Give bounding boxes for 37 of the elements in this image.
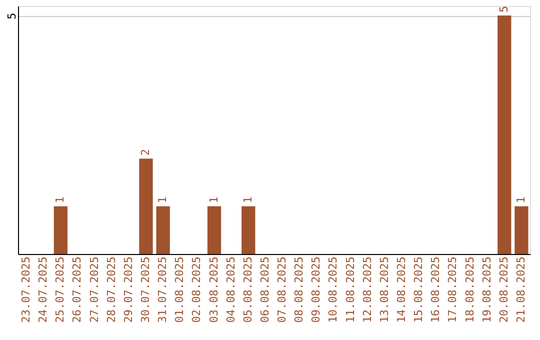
x-tick-label: 17.08.2025: [446, 256, 460, 323]
x-tick-label: 11.08.2025: [344, 256, 357, 323]
x-tick-label: 10.08.2025: [326, 256, 340, 323]
data-label: 1: [156, 196, 170, 204]
x-tick-label: 09.08.2025: [310, 256, 323, 323]
x-tick-label: 01.08.2025: [173, 256, 186, 323]
x-tick-label: 06.08.2025: [258, 256, 272, 323]
data-label: 2: [139, 148, 152, 156]
x-tick-label: 29.07.2025: [122, 256, 135, 323]
x-tick-label: 20.08.2025: [497, 256, 510, 323]
x-tick-label: 07.08.2025: [276, 256, 289, 323]
x-tick-label: 18.08.2025: [463, 256, 476, 323]
x-tick-label: 15.08.2025: [412, 256, 426, 323]
x-tick-label: 27.07.2025: [88, 256, 101, 323]
x-tick-label: 16.08.2025: [429, 256, 442, 323]
x-tick-label: 03.08.2025: [207, 256, 220, 323]
data-label: 1: [241, 196, 254, 204]
x-tick-label: 25.07.2025: [54, 256, 67, 323]
x-tick-label: 24.07.2025: [36, 256, 50, 323]
x-tick-label: 21.08.2025: [514, 256, 528, 323]
x-tick-label: 13.08.2025: [378, 256, 391, 323]
data-label: 5: [497, 6, 510, 13]
x-tick-label: 02.08.2025: [190, 256, 204, 323]
data-label: 1: [514, 196, 528, 204]
x-tick-label: 31.07.2025: [156, 256, 170, 323]
x-tick-label: 23.07.2025: [20, 256, 33, 323]
x-tick-label: 19.08.2025: [480, 256, 494, 323]
data-label: 1: [54, 196, 67, 204]
x-tick-label: 26.07.2025: [70, 256, 84, 323]
x-tick-label: 28.07.2025: [104, 256, 118, 323]
x-tick-label: 05.08.2025: [241, 256, 254, 323]
x-tick-label: 14.08.2025: [395, 256, 408, 323]
x-tick-label: 12.08.2025: [360, 256, 374, 323]
data-label: 1: [207, 196, 220, 204]
x-tick-label: 30.07.2025: [139, 256, 152, 323]
x-tick-label: 08.08.2025: [292, 256, 306, 323]
x-tick-label: 04.08.2025: [224, 256, 238, 323]
